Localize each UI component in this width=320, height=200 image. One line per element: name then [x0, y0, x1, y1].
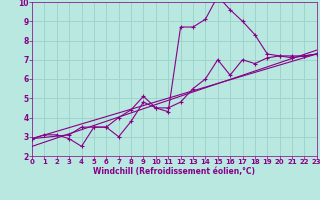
X-axis label: Windchill (Refroidissement éolien,°C): Windchill (Refroidissement éolien,°C) [93, 167, 255, 176]
